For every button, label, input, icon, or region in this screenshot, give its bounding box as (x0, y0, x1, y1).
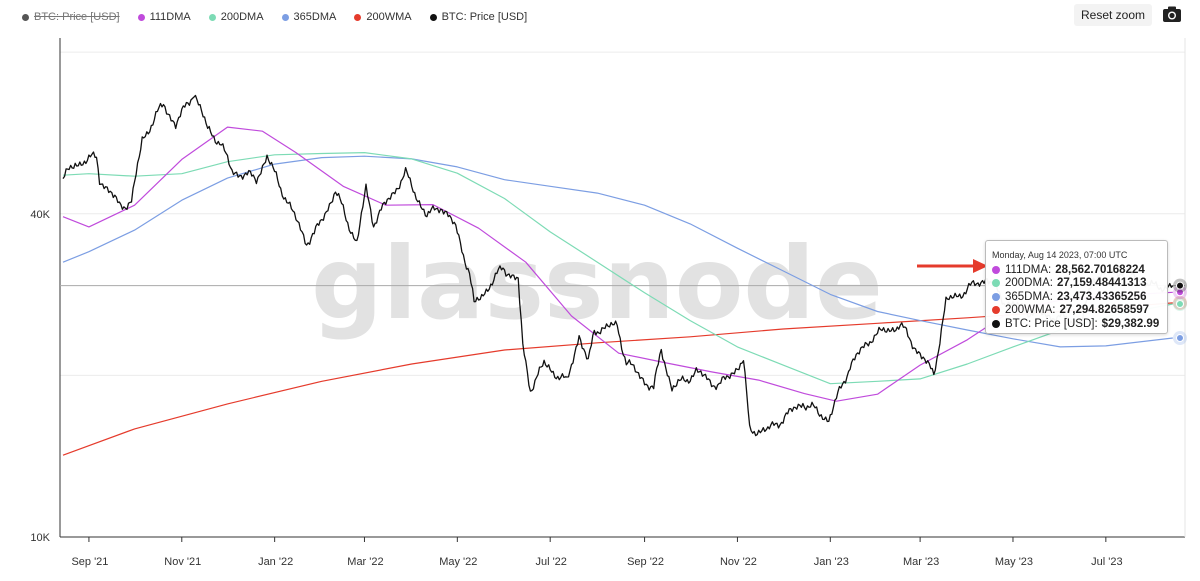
tooltip-label: 200WMA: (1005, 304, 1056, 317)
series-line-200wma (62, 302, 1173, 456)
x-tick-label: Mar '22 (347, 556, 383, 568)
legend-item-365dma[interactable]: 365DMA (281, 11, 337, 23)
tooltip-value: 27,159.48441313 (1056, 277, 1147, 290)
tooltip-row-200wma: 200WMA: 27,294.82658597 (992, 304, 1167, 318)
tooltip-row-200dma: 200DMA: 27,159.48441313 (992, 277, 1167, 291)
legend-label: BTC: Price [USD] (34, 11, 120, 23)
x-tick-label: Nov '21 (164, 556, 201, 568)
tooltip-value: 27,294.82658597 (1059, 304, 1150, 317)
tooltip-dot (992, 306, 1000, 315)
x-tick-label: Jul '22 (535, 556, 566, 568)
reset-zoom-button[interactable]: Reset zoom (1074, 4, 1153, 26)
legend-label: 365DMA (293, 11, 337, 23)
x-tick-label: May '23 (995, 556, 1033, 568)
marker-btc-price (1176, 281, 1184, 290)
x-tick-label: Nov '22 (720, 556, 757, 568)
legend-dot (354, 13, 362, 21)
x-tick-label: Mar '23 (903, 556, 939, 568)
camera-icon[interactable] (1162, 5, 1182, 23)
legend-item-111dma[interactable]: 111DMA (137, 11, 191, 23)
marker-200dma (1176, 300, 1184, 309)
marker-365dma (1176, 334, 1184, 343)
tooltip-value: 28,562.70168224 (1055, 263, 1145, 276)
tooltip-date: Monday, Aug 14 2023, 07:00 UTC (992, 250, 1128, 260)
tooltip-value: $29,382.99 (1101, 317, 1160, 330)
annotation-arrow-head (973, 259, 988, 273)
legend-label: 111DMA (149, 11, 191, 23)
tooltip-dot (992, 292, 1000, 301)
series-line-111dma (62, 126, 1173, 402)
x-tick-label: Sep '21 (71, 556, 108, 568)
x-tick-label: May '22 (439, 556, 477, 568)
tooltip-row-btc-price: BTC: Price [USD]: $29,382.99 (992, 317, 1167, 331)
legend-item-btc-price[interactable]: BTC: Price [USD] (429, 11, 528, 23)
series-line-365dma (62, 155, 1173, 348)
legend-label: 200DMA (220, 11, 264, 23)
legend-dot (22, 13, 29, 21)
y-tick-label: 10K (30, 532, 50, 544)
tooltip-value: 23,473.43365256 (1056, 290, 1147, 303)
x-tick-label: Jul '23 (1091, 556, 1122, 568)
legend-dot (429, 13, 437, 21)
legend-dot (281, 13, 289, 21)
tooltip-dot (992, 319, 1000, 328)
data-tooltip: Monday, Aug 14 2023, 07:00 UTC 111DMA: 28… (985, 240, 1168, 334)
chart-legend: BTC: Price [USD] 111DMA 200DMA 365DMA 20… (22, 4, 545, 30)
x-tick-label: Jan '23 (814, 556, 849, 568)
legend-item-btc-price-hidden[interactable]: BTC: Price [USD] (22, 11, 120, 23)
tooltip-row-365dma: 365DMA: 23,473.43365256 (992, 290, 1167, 304)
legend-label: BTC: Price [USD] (441, 11, 528, 23)
tooltip-dot (992, 265, 1000, 274)
tooltip-row-111dma: 111DMA: 28,562.70168224 (992, 263, 1167, 277)
legend-dot (137, 13, 145, 21)
legend-item-200dma[interactable]: 200DMA (208, 11, 264, 23)
watermark-logo: glassnode (311, 225, 883, 342)
x-tick-label: Sep '22 (627, 556, 664, 568)
y-tick-label: 40K (30, 209, 50, 221)
tooltip-label: 200DMA: (1005, 277, 1053, 290)
x-tick-label: Jan '22 (258, 556, 293, 568)
legend-label: 200WMA (366, 11, 412, 23)
tooltip-label: 365DMA: (1005, 290, 1053, 303)
tooltip-label: 111DMA: (1005, 263, 1052, 276)
tooltip-dot (992, 279, 1000, 288)
legend-dot (208, 13, 216, 21)
tooltip-label: BTC: Price [USD]: (1005, 317, 1098, 330)
series-line-200dma (62, 152, 1173, 385)
legend-item-200wma[interactable]: 200WMA (354, 11, 412, 23)
